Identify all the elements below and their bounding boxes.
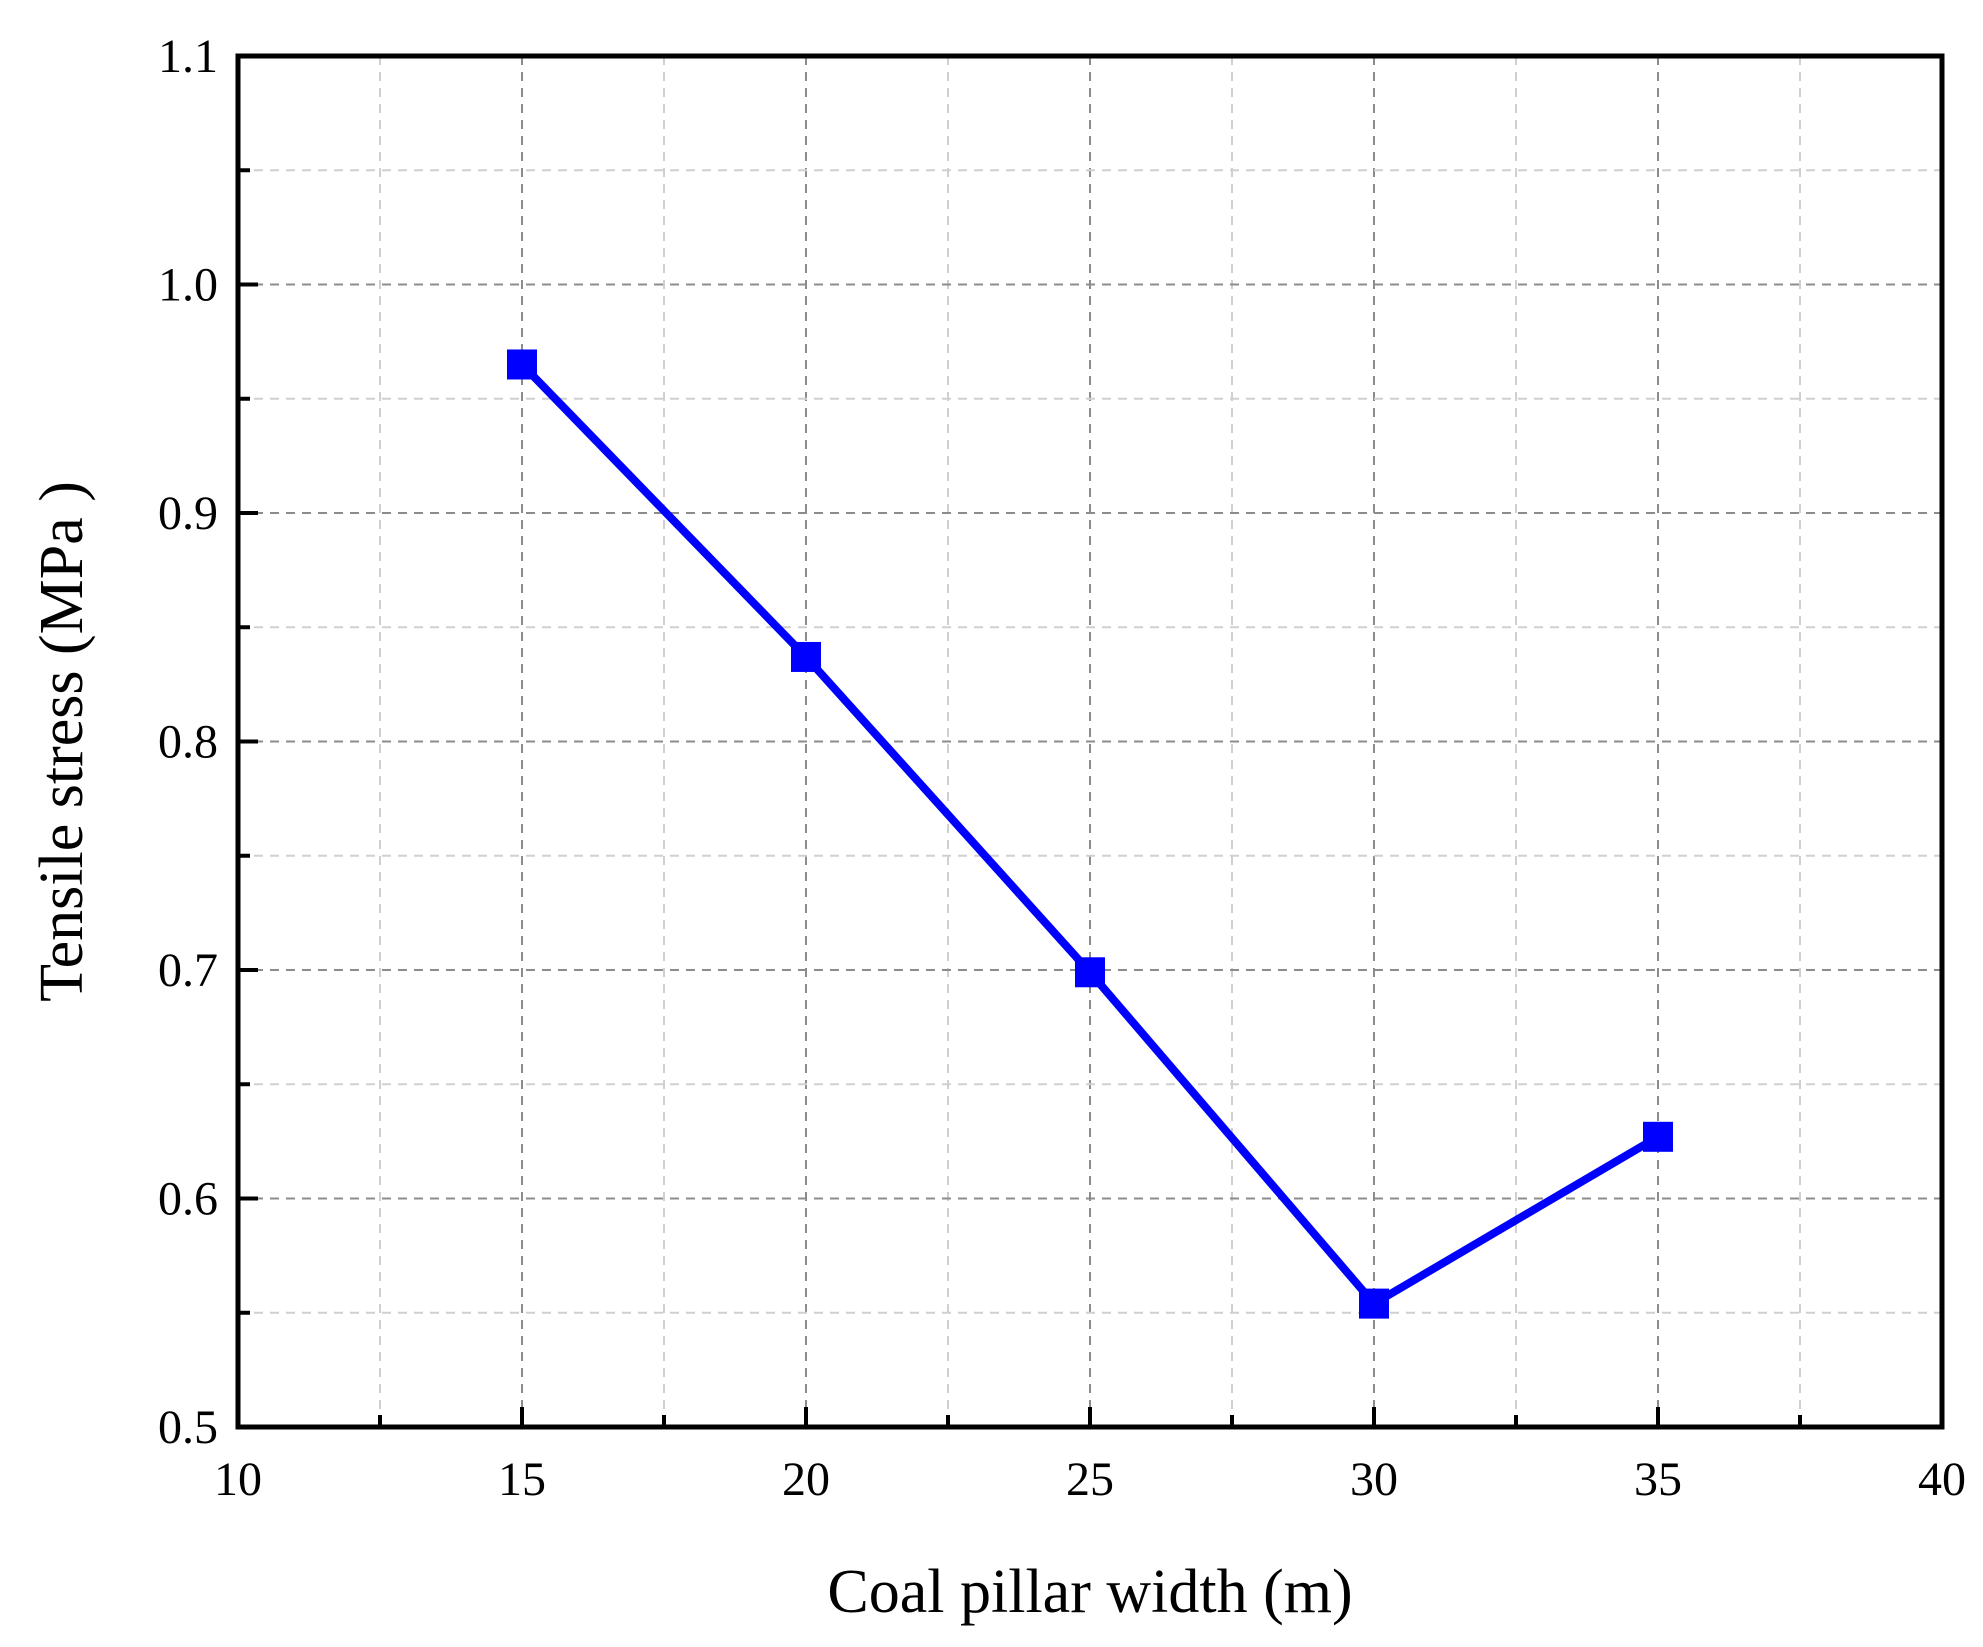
x-tick-label: 25 bbox=[1066, 1453, 1114, 1506]
y-tick-label: 0.9 bbox=[158, 487, 218, 540]
y-tick-label: 0.7 bbox=[158, 944, 218, 997]
x-tick-label: 20 bbox=[782, 1453, 830, 1506]
x-tick-label: 10 bbox=[214, 1453, 262, 1506]
y-tick-label: 1.0 bbox=[158, 259, 218, 312]
x-tick-label: 30 bbox=[1350, 1453, 1398, 1506]
x-tick-label: 35 bbox=[1634, 1453, 1682, 1506]
x-tick-labels: 10 15 20 25 30 35 40 bbox=[214, 1453, 1966, 1506]
data-series bbox=[507, 349, 1673, 1319]
data-point-marker bbox=[1075, 957, 1105, 988]
data-point-marker bbox=[507, 349, 537, 380]
grid-lines bbox=[238, 56, 1942, 1427]
x-tick-label: 40 bbox=[1918, 1453, 1966, 1506]
data-point-marker bbox=[791, 641, 821, 672]
x-tick-label: 15 bbox=[498, 1453, 546, 1506]
data-point-marker bbox=[1643, 1121, 1673, 1152]
y-tick-label: 0.8 bbox=[158, 716, 218, 769]
x-axis-label: Coal pillar width (m) bbox=[827, 1558, 1352, 1626]
y-tick-label: 1.1 bbox=[158, 30, 218, 83]
y-tick-labels: 0.5 0.6 0.7 0.8 0.9 1.0 1.1 bbox=[158, 30, 218, 1454]
plot-frame bbox=[235, 53, 1945, 1430]
data-point-marker bbox=[1359, 1288, 1389, 1319]
y-tick-label: 0.6 bbox=[158, 1173, 218, 1226]
y-tick-label: 0.5 bbox=[158, 1401, 218, 1454]
y-axis-label: Tensile stress (MPa ) bbox=[28, 481, 96, 1002]
